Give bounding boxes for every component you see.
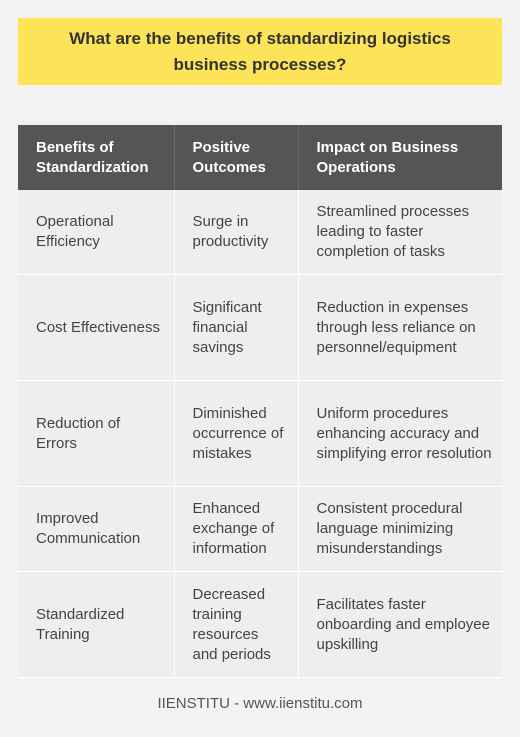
page-title: What are the benefits of standardizing l… xyxy=(69,28,451,74)
cell-outcome: Diminished occurrence of mistakes xyxy=(174,380,299,487)
table-header-row: Benefits of Standardization Positive Out… xyxy=(18,125,502,190)
title-banner: What are the benefits of standardizing l… xyxy=(18,18,502,85)
footer-credit: IIENSTITU - www.iienstitu.com xyxy=(157,695,363,712)
table-row: Reduction of Errors Diminished occurrenc… xyxy=(18,380,502,487)
table-row: Operational Efficiency Surge in producti… xyxy=(18,190,502,275)
cell-outcome: Decreased training resources and periods xyxy=(174,571,299,678)
header-outcomes: Positive Outcomes xyxy=(174,125,299,190)
cell-impact: Facilitates faster onboarding and employ… xyxy=(298,571,502,678)
header-benefits: Benefits of Standardization xyxy=(18,125,175,190)
table-row: Improved Communication Enhanced exchange… xyxy=(18,486,502,572)
table-row: Cost Effectiveness Significant financial… xyxy=(18,274,502,381)
cell-benefit: Cost Effectiveness xyxy=(18,274,175,381)
cell-impact: Reduction in expenses through less relia… xyxy=(298,274,502,381)
cell-outcome: Significant financial savings xyxy=(174,274,299,381)
cell-benefit: Improved Communication xyxy=(18,486,175,572)
cell-benefit: Operational Efficiency xyxy=(18,190,175,275)
cell-outcome: Enhanced exchange of information xyxy=(174,486,299,572)
cell-outcome: Surge in productivity xyxy=(174,190,299,275)
cell-benefit: Reduction of Errors xyxy=(18,380,175,487)
cell-impact: Uniform procedures enhancing accuracy an… xyxy=(298,380,502,487)
table-row: Standardized Training Decreased training… xyxy=(18,571,502,678)
cell-impact: Streamlined processes leading to faster … xyxy=(298,190,502,275)
cell-impact: Consistent procedural language minimizin… xyxy=(298,486,502,572)
benefits-table: Benefits of Standardization Positive Out… xyxy=(18,125,502,678)
header-impact: Impact on Business Operations xyxy=(298,125,502,190)
cell-benefit: Standardized Training xyxy=(18,571,175,678)
